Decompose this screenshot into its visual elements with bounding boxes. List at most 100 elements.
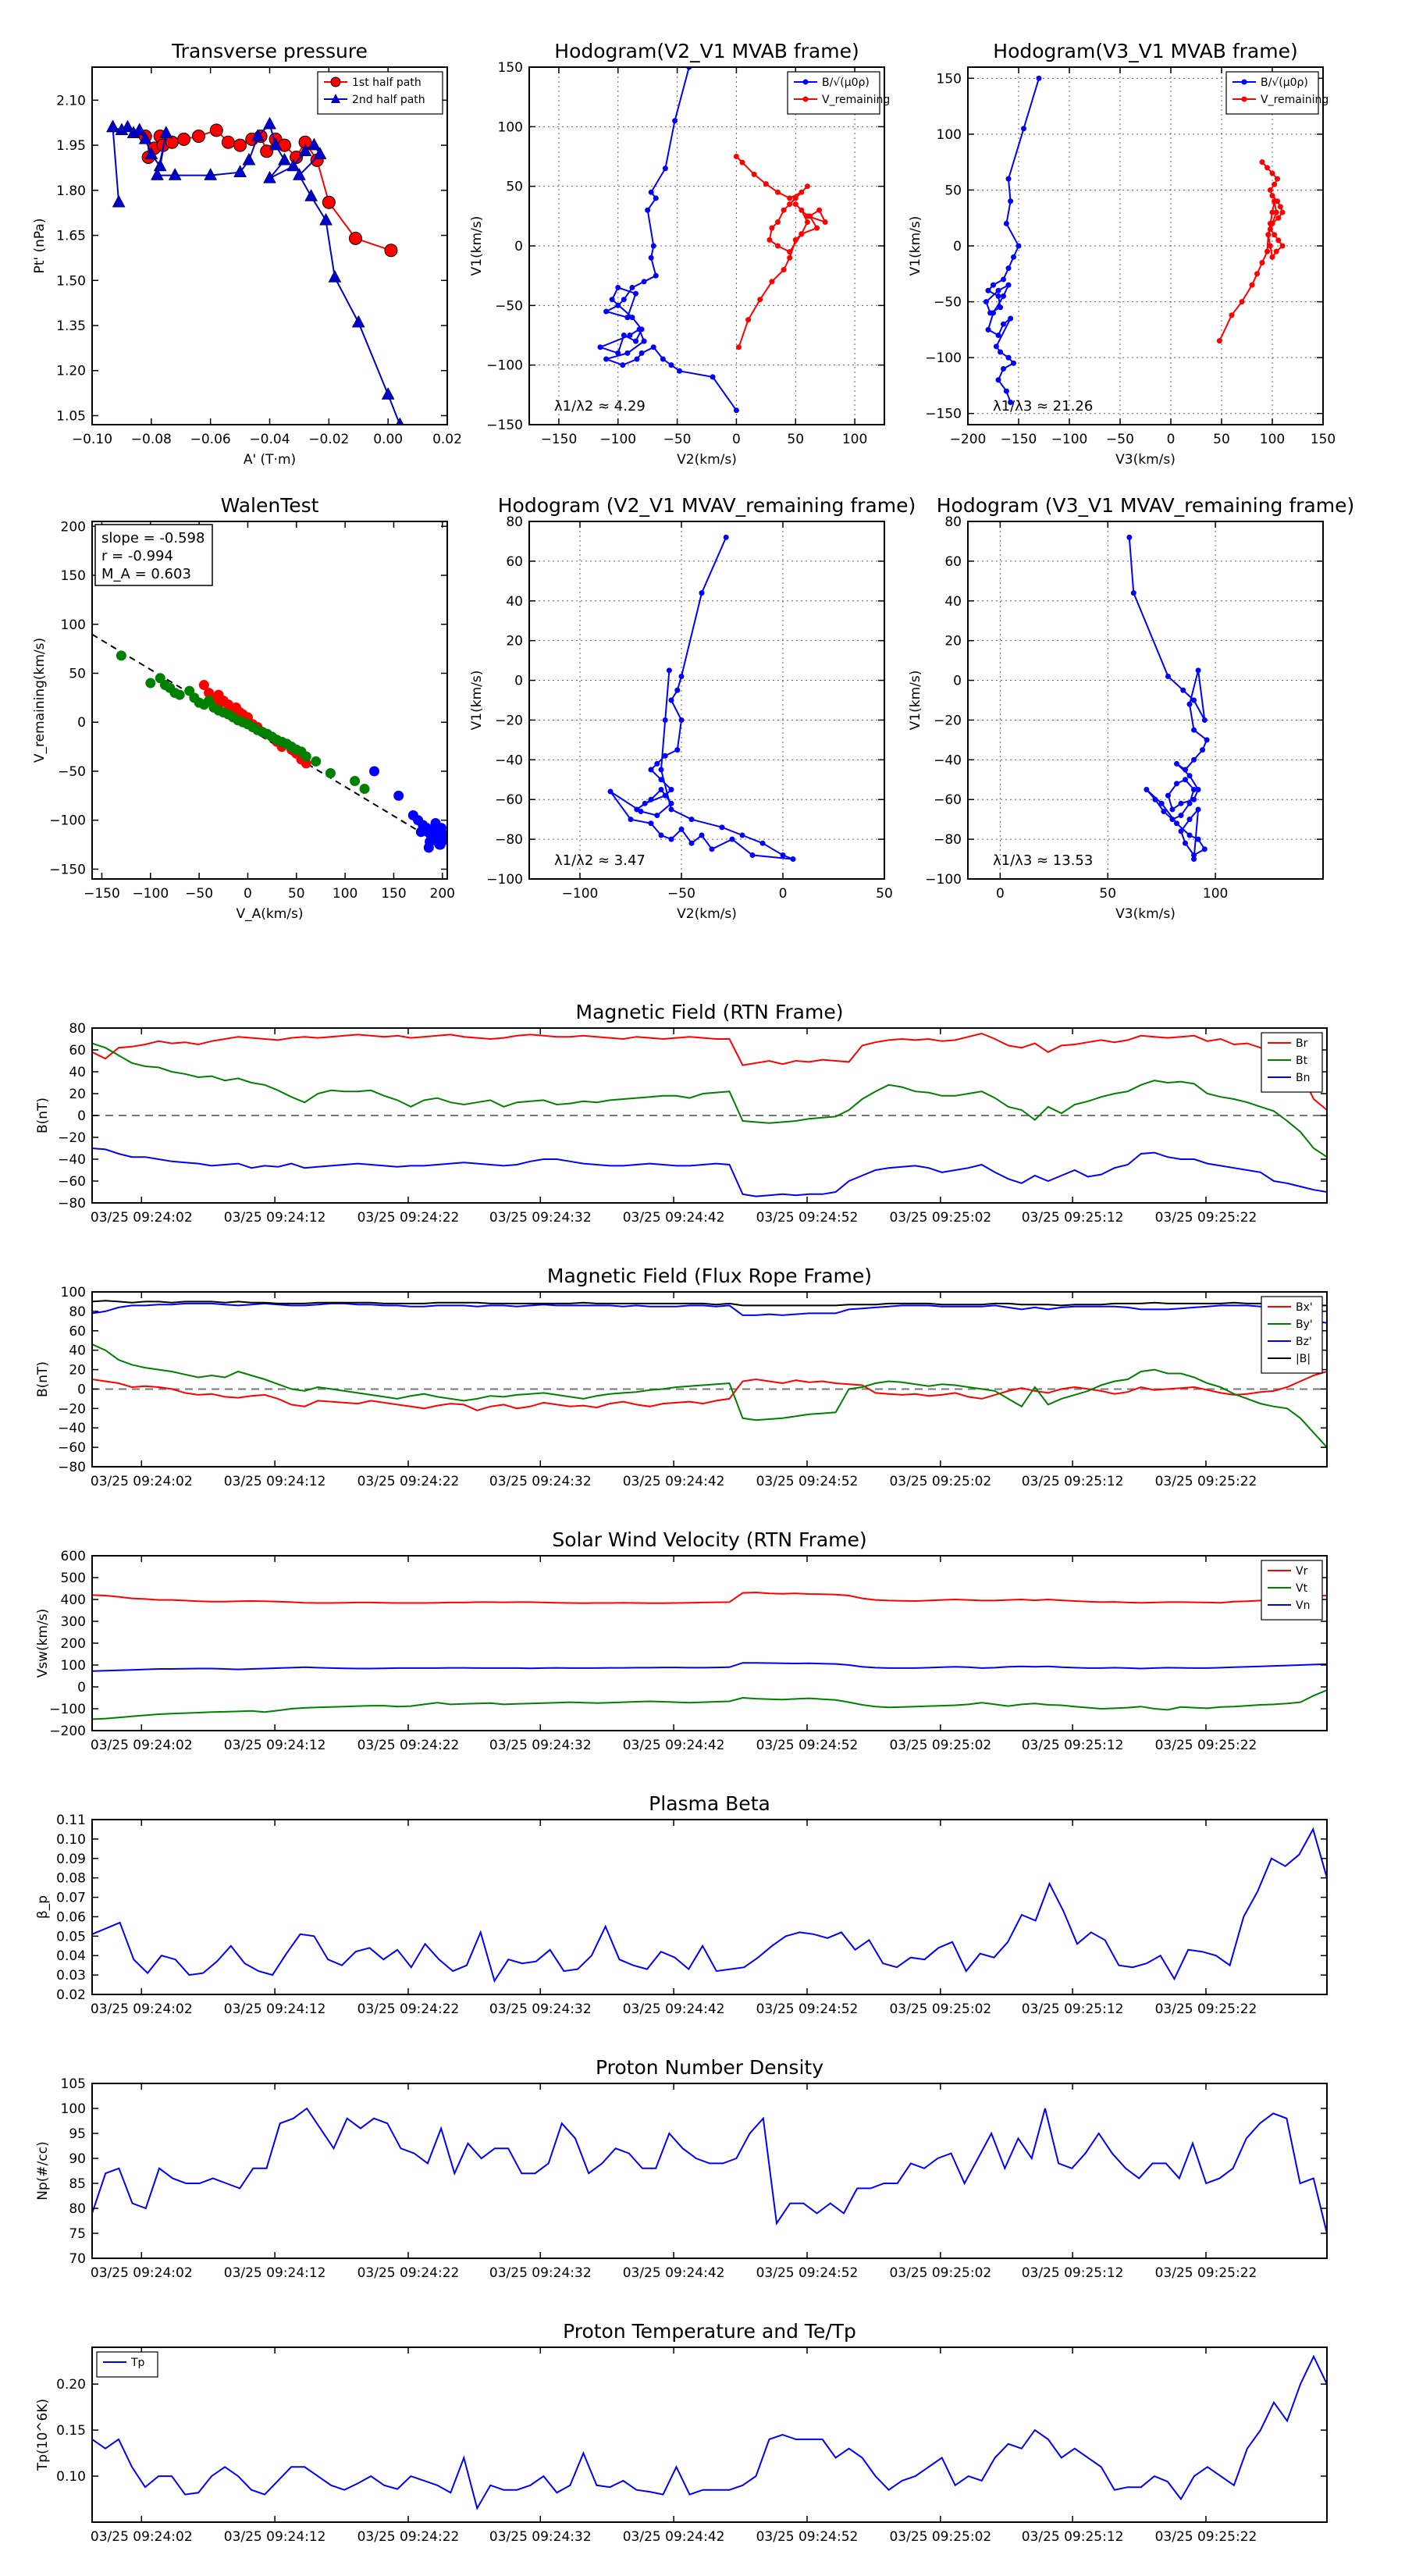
data-point (739, 159, 745, 165)
data-point (662, 717, 668, 723)
y-tick-label: 105 (61, 2076, 86, 2092)
plot-area (597, 67, 828, 414)
plot-area (92, 1591, 1327, 1720)
plot-area (92, 1827, 1327, 1983)
series-line-br (92, 1032, 1327, 1111)
data-point (648, 767, 654, 773)
y-tick-label: −100 (925, 350, 962, 366)
y-tick-label: 50 (69, 666, 86, 681)
y-tick-label: 0.15 (56, 2423, 86, 2439)
legend-label: By' (1296, 1318, 1313, 1331)
data-point (672, 118, 678, 124)
plot-area (116, 650, 447, 853)
series-line-tp (92, 2354, 1327, 2510)
data-point (991, 310, 996, 316)
data-point (301, 751, 311, 762)
x-axis-label: A' (T·m) (244, 452, 296, 468)
y-tick-label: −50 (495, 298, 523, 314)
x-tick-label: 03/25 09:24:22 (357, 1474, 460, 1489)
axes-frame (91, 2347, 1328, 2523)
data-point (1201, 846, 1208, 852)
legend-label: 1st half path (352, 76, 422, 89)
data-point (1273, 209, 1279, 215)
x-tick-label: 0 (779, 886, 788, 902)
data-point (348, 231, 362, 245)
y-tick-label: −100 (49, 813, 86, 829)
data-point (350, 776, 361, 787)
y-axis-label: V1(km/s) (469, 216, 485, 276)
x-tick-label: 03/25 09:24:42 (623, 2529, 725, 2545)
y-tick-label: 70 (69, 2251, 86, 2267)
data-point (144, 147, 158, 159)
data-point (699, 590, 705, 596)
y-tick-label: −60 (58, 1440, 86, 1456)
data-point (209, 123, 223, 137)
legend-label: Tp (130, 2357, 145, 2369)
chart-h3: Hodogram (V2_V1 MVAV_remaining frame) −10… (469, 494, 916, 922)
chart-title: Solar Wind Velocity (RTN Frame) (552, 1528, 866, 1551)
data-point (106, 119, 119, 133)
data-point (629, 284, 635, 290)
data-point (998, 304, 1004, 311)
data-point (1011, 360, 1016, 366)
fit-line (91, 633, 448, 849)
legend-marker (1241, 79, 1247, 85)
chart-vsw: Solar Wind Velocity (RTN Frame) 03/25 09:… (35, 1528, 1328, 1753)
y-tick-label: −20 (58, 1130, 86, 1146)
data-point (1186, 800, 1193, 806)
x-tick-label: 03/25 09:24:12 (224, 2529, 326, 2545)
data-point (735, 344, 742, 350)
y-tick-label: 0.02 (56, 1987, 86, 2003)
x-tick-label: 03/25 09:24:22 (357, 1738, 460, 1753)
y-tick-label: −20 (495, 713, 523, 728)
data-point (313, 147, 327, 159)
data-point (745, 317, 752, 323)
y-tick-label: 0 (953, 674, 962, 689)
data-point (624, 315, 631, 321)
y-tick-label: 20 (506, 634, 523, 649)
data-point (1005, 176, 1012, 182)
y-tick-label: 0.20 (56, 2377, 86, 2393)
data-point (1259, 159, 1265, 165)
chart-h1: Hodogram(V2_V1 MVAB frame) −150 −100 −50 0 50… (469, 40, 890, 468)
y-tick-label: 100 (61, 1285, 86, 1300)
data-point (780, 852, 786, 858)
x-tick-label: 0 (244, 886, 252, 902)
data-point (638, 350, 645, 356)
plot-area (983, 75, 1286, 405)
y-tick-label: 150 (61, 568, 86, 584)
data-point (159, 126, 173, 138)
x-tick-label: 03/25 09:25:22 (1155, 1210, 1257, 1226)
data-point (1191, 852, 1197, 858)
x-tick-label: 03/25 09:25:12 (1022, 1738, 1124, 1753)
data-point (1267, 220, 1273, 226)
data-point (645, 207, 651, 213)
data-point (668, 800, 674, 806)
data-point (292, 168, 306, 180)
y-tick-label: 600 (61, 1549, 86, 1564)
x-tick-label: −0.02 (308, 432, 349, 447)
y-tick-label: 100 (61, 1658, 86, 1674)
y-tick-label: 40 (506, 594, 523, 610)
y-tick-label: 80 (506, 514, 523, 530)
data-point (636, 326, 642, 333)
x-tick-label: 03/25 09:24:42 (623, 2265, 725, 2281)
data-point (1191, 796, 1197, 802)
data-point (153, 158, 167, 172)
y-tick-label: 300 (61, 1614, 86, 1630)
data-point (381, 386, 395, 400)
data-point (699, 832, 705, 838)
data-point (642, 800, 648, 806)
data-point (767, 237, 773, 243)
y-tick-label: 150 (937, 71, 962, 87)
data-point (775, 219, 781, 225)
x-tick-label: 03/25 09:24:02 (91, 1210, 193, 1226)
data-point (739, 832, 745, 838)
data-point (1186, 701, 1193, 707)
chart-title: Proton Number Density (596, 2056, 823, 2079)
x-tick-label: 03/25 09:24:02 (91, 1738, 193, 1753)
data-point (709, 846, 715, 852)
data-point (1267, 226, 1273, 233)
y-tick-label: −60 (495, 792, 523, 808)
data-point (1267, 187, 1273, 193)
